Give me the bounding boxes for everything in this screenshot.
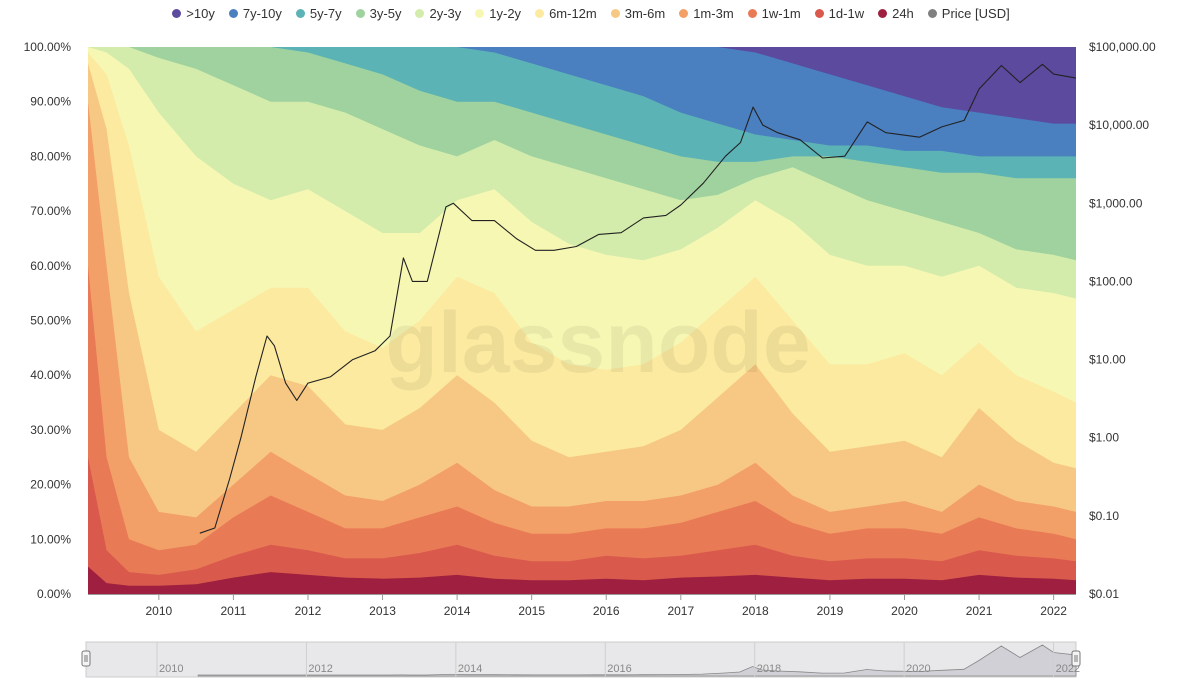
legend-item[interactable]: Price [USD]: [927, 6, 1010, 21]
y-right-tick-label: $100,000.00: [1089, 40, 1156, 54]
legend-item[interactable]: 3m-6m: [610, 6, 666, 21]
navigator-series: [197, 644, 1077, 677]
legend-item[interactable]: 3y-5y: [355, 6, 402, 21]
legend-dot: [172, 9, 182, 18]
x-axis: 2010 2011 2012 2013 2014 2015 2016 2017 2018 2019…: [88, 594, 1076, 618]
y-right-tick-label: $1.00: [1089, 431, 1119, 445]
y-axis-right: $0.01 $0.10 $1.00 $10.00 $100.00 $1,000.00 $10…: [1089, 40, 1156, 601]
legend-item[interactable]: 24h: [878, 6, 914, 21]
legend-item[interactable]: 2y-3y: [415, 6, 461, 21]
legend-dot: [355, 9, 365, 18]
legend-label: >10y: [186, 6, 215, 21]
x-tick-label: 2015: [518, 604, 545, 618]
legend-dot: [228, 9, 238, 18]
navigator[interactable]: 2010 2012 2014 2016 2018 2020 2022: [81, 641, 1081, 678]
legend-item[interactable]: 1m-3m: [679, 6, 734, 21]
y-right-tick-label: $0.01: [1089, 587, 1119, 601]
y-right-tick-label: $100.00: [1089, 274, 1133, 288]
legend-label: 6m-12m: [549, 6, 597, 21]
legend-label: 1w-1m: [761, 6, 801, 21]
navigator-handle-right[interactable]: [1071, 650, 1081, 667]
y-left-tick-label: 0.00%: [37, 587, 71, 601]
y-left-tick-label: 30.00%: [30, 423, 71, 437]
navigator-tick-label: 2014: [458, 663, 482, 675]
legend-item[interactable]: 1y-2y: [475, 6, 521, 21]
price-line: [199, 63, 1076, 534]
legend-dot: [878, 9, 888, 18]
legend-dot: [927, 9, 937, 18]
stacked-areas: [88, 47, 1076, 594]
x-tick-label: 2014: [444, 604, 471, 618]
legend-label: 24h: [892, 6, 914, 21]
legend-item[interactable]: 5y-7y: [295, 6, 342, 21]
area-24h: [88, 566, 1076, 594]
x-tick-label: 2021: [966, 604, 993, 618]
legend-item[interactable]: 1d-1w: [814, 6, 865, 21]
y-left-tick-label: 50.00%: [30, 314, 71, 328]
y-axis-left: 0.00% 10.00% 20.00% 30.00% 40.00% 50.00% 60.00…: [24, 40, 72, 601]
legend-dot: [814, 9, 824, 18]
area-1d-1w: [88, 457, 1076, 594]
legend-item[interactable]: 7y-10y: [228, 6, 282, 21]
x-tick-label: 2010: [145, 604, 172, 618]
legend: >10y 7y-10y 5y-7y 3y-5y 2y-3y 1y-2y 6m-12m 3m-6…: [0, 6, 1182, 21]
legend-label: 1y-2y: [489, 6, 522, 21]
legend-item[interactable]: 6m-12m: [535, 6, 597, 21]
legend-label: 3y-5y: [369, 6, 402, 21]
navigator-tick-label: 2010: [159, 663, 183, 675]
x-tick-label: 2016: [593, 604, 620, 618]
legend-label: 5y-7y: [309, 6, 342, 21]
y-left-tick-label: 80.00%: [30, 149, 71, 163]
legend-label: 2y-3y: [429, 6, 462, 21]
legend-dot: [679, 9, 689, 18]
legend-label: 1m-3m: [693, 6, 734, 21]
legend-item[interactable]: 1w-1m: [747, 6, 801, 21]
legend-dot: [535, 9, 545, 18]
navigator-tick-label: 2012: [308, 663, 332, 675]
legend-label: 7y-10y: [242, 6, 282, 21]
price-layer: [199, 63, 1076, 534]
y-right-tick-label: $1,000.00: [1089, 196, 1143, 210]
legend-dot: [415, 9, 425, 18]
y-right-tick-label: $10.00: [1089, 353, 1126, 367]
x-tick-label: 2020: [891, 604, 918, 618]
legend-dot: [295, 9, 305, 18]
x-tick-label: 2019: [817, 604, 844, 618]
y-right-tick-label: $0.10: [1089, 509, 1119, 523]
legend-item[interactable]: >10y: [172, 6, 215, 21]
y-left-tick-label: 70.00%: [30, 204, 71, 218]
y-left-tick-label: 20.00%: [30, 478, 71, 492]
x-tick-label: 2018: [742, 604, 769, 618]
y-left-tick-label: 90.00%: [30, 95, 71, 109]
navigator-handle-left[interactable]: [81, 650, 91, 667]
legend-label: Price [USD]: [941, 6, 1010, 21]
x-tick-label: 2017: [667, 604, 694, 618]
legend-label: 3m-6m: [624, 6, 666, 21]
x-tick-label: 2011: [220, 604, 246, 618]
y-left-tick-label: 10.00%: [30, 532, 71, 546]
navigator-tick-label: 2020: [906, 663, 930, 675]
y-left-tick-label: 40.00%: [30, 368, 71, 382]
navigator-tick-label: 2018: [757, 663, 781, 675]
x-tick-label: 2013: [369, 604, 396, 618]
legend-dot: [475, 9, 485, 18]
legend-dot: [610, 9, 620, 18]
y-left-tick-label: 100.00%: [24, 40, 72, 54]
watermark: glassnode: [385, 295, 810, 391]
y-right-tick-label: $10,000.00: [1089, 118, 1149, 132]
x-tick-label: 2022: [1040, 604, 1067, 618]
legend-label: 1d-1w: [828, 6, 865, 21]
y-left-tick-label: 60.00%: [30, 259, 71, 273]
area-3m-6m: [88, 63, 1076, 594]
navigator-tick-label: 2016: [607, 663, 631, 675]
legend-dot: [747, 9, 757, 18]
x-tick-label: 2012: [295, 604, 322, 618]
